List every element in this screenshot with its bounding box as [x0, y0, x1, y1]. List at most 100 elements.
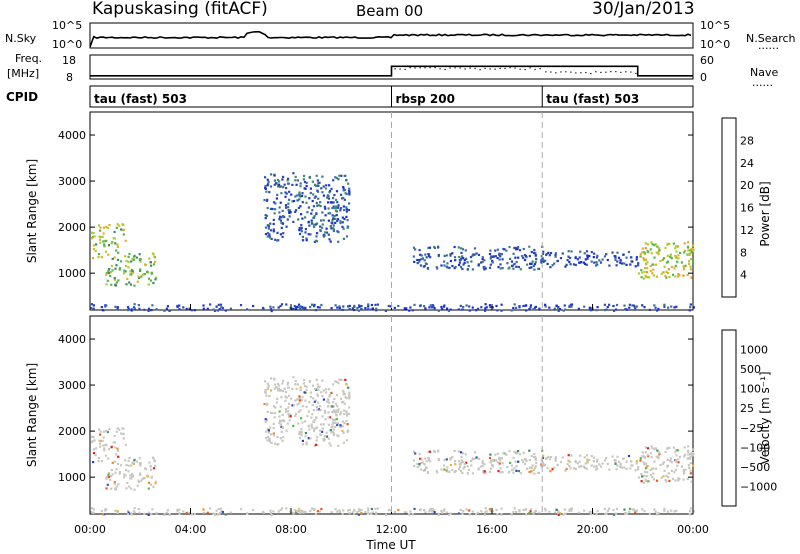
velocity-cell: [559, 461, 563, 464]
freq-label: Freq.: [15, 52, 42, 65]
velocity-cell: [307, 437, 310, 440]
velocity-cell: [338, 378, 341, 381]
power-cell: [634, 307, 637, 310]
power-cell: [100, 256, 103, 259]
velocity-cell: [435, 470, 438, 473]
power-cell: [480, 261, 483, 264]
power-cell: [326, 194, 329, 197]
velocity-cell: [150, 468, 153, 471]
velocity-cell: [285, 507, 288, 510]
power-cell: [323, 205, 326, 208]
velocity-cell: [653, 508, 656, 511]
velocity-cell: [614, 459, 617, 462]
velocity-cell: [375, 511, 378, 514]
power-cell: [299, 305, 302, 308]
velocity-cell: [333, 398, 336, 401]
power-cell: [643, 266, 647, 270]
power-cell: [424, 253, 427, 256]
velocity-cell: [675, 454, 678, 457]
nsky-label: N.Sky: [5, 32, 37, 45]
power-cell: [273, 174, 276, 177]
velocity-cell: [289, 415, 292, 418]
power-cell: [435, 266, 438, 269]
velocity-cell: [281, 413, 284, 416]
velocity-cell: [483, 470, 486, 473]
velocity-cell: [524, 458, 528, 461]
power-cell: [331, 222, 334, 225]
colorbar-tick-label: 4: [740, 269, 747, 282]
velocity-cell: [451, 456, 454, 459]
power-cell: [114, 305, 117, 308]
power-cell: [608, 303, 611, 306]
velocity-cell: [298, 433, 301, 436]
power-cell: [290, 193, 293, 196]
power-cell: [641, 304, 644, 307]
velocity-cell: [269, 411, 273, 414]
power-cell: [116, 258, 120, 261]
velocity-cell: [270, 441, 273, 444]
power-cell: [131, 269, 134, 273]
power-cell: [563, 304, 566, 307]
velocity-cell: [120, 432, 123, 435]
power-cell: [329, 225, 332, 228]
velocity-cell: [299, 389, 302, 392]
power-cell: [336, 206, 340, 209]
power-cell: [216, 309, 219, 312]
velocity-cell: [424, 511, 427, 514]
colorbar-tick-label: −100: [740, 441, 770, 454]
power-cell: [213, 309, 216, 312]
power-cell: [387, 304, 390, 308]
power-cell: [570, 303, 574, 306]
velocity-cell: [215, 509, 218, 512]
power-cell: [320, 187, 323, 190]
velocity-cell: [124, 443, 127, 446]
power-cell: [611, 251, 614, 254]
colorbar-tick-label: 20: [740, 179, 754, 192]
velocity-cell: [645, 479, 648, 482]
velocity-cell: [129, 474, 132, 477]
velocity-cell: [583, 456, 586, 459]
power-cell: [292, 172, 295, 175]
power-cell: [341, 308, 344, 311]
velocity-cell: [95, 447, 98, 450]
velocity-cell: [132, 460, 135, 463]
velocity-cell: [268, 440, 272, 443]
power-cell: [516, 247, 519, 251]
power-cell: [321, 175, 324, 178]
x-tick-label: 20:00: [577, 523, 609, 536]
velocity-cell: [514, 450, 517, 454]
velocity-cell: [641, 508, 644, 511]
velocity-cell: [318, 510, 321, 513]
velocity-cell: [107, 476, 111, 479]
power-cell: [311, 303, 314, 306]
power-cell: [470, 260, 473, 263]
power-cell: [375, 307, 378, 310]
power-cell: [347, 192, 351, 195]
power-cell: [586, 257, 589, 260]
power-cell: [277, 183, 281, 186]
cpid-segment-label: tau (fast) 503: [546, 92, 639, 106]
velocity-cell: [329, 405, 332, 408]
power-cell: [677, 257, 680, 260]
velocity-cell: [105, 508, 108, 511]
velocity-cell: [322, 437, 325, 440]
power-cell: [264, 214, 267, 217]
power-cell: [144, 263, 147, 266]
nave-dot: [464, 68, 466, 70]
velocity-cell: [654, 447, 657, 450]
power-cell: [339, 222, 342, 225]
velocity-cell: [90, 510, 93, 513]
power-cell: [153, 255, 156, 258]
power-cell: [506, 262, 509, 265]
velocity-cell: [583, 509, 586, 512]
power-cell: [341, 221, 344, 224]
power-cell: [276, 193, 279, 196]
velocity-cell: [370, 507, 373, 511]
power-cell: [282, 175, 285, 178]
velocity-cell: [97, 457, 101, 460]
power-cell: [512, 267, 515, 270]
velocity-cell: [635, 462, 638, 465]
power-cell: [133, 307, 136, 310]
power-cell: [308, 176, 311, 179]
velocity-cell: [615, 468, 618, 471]
